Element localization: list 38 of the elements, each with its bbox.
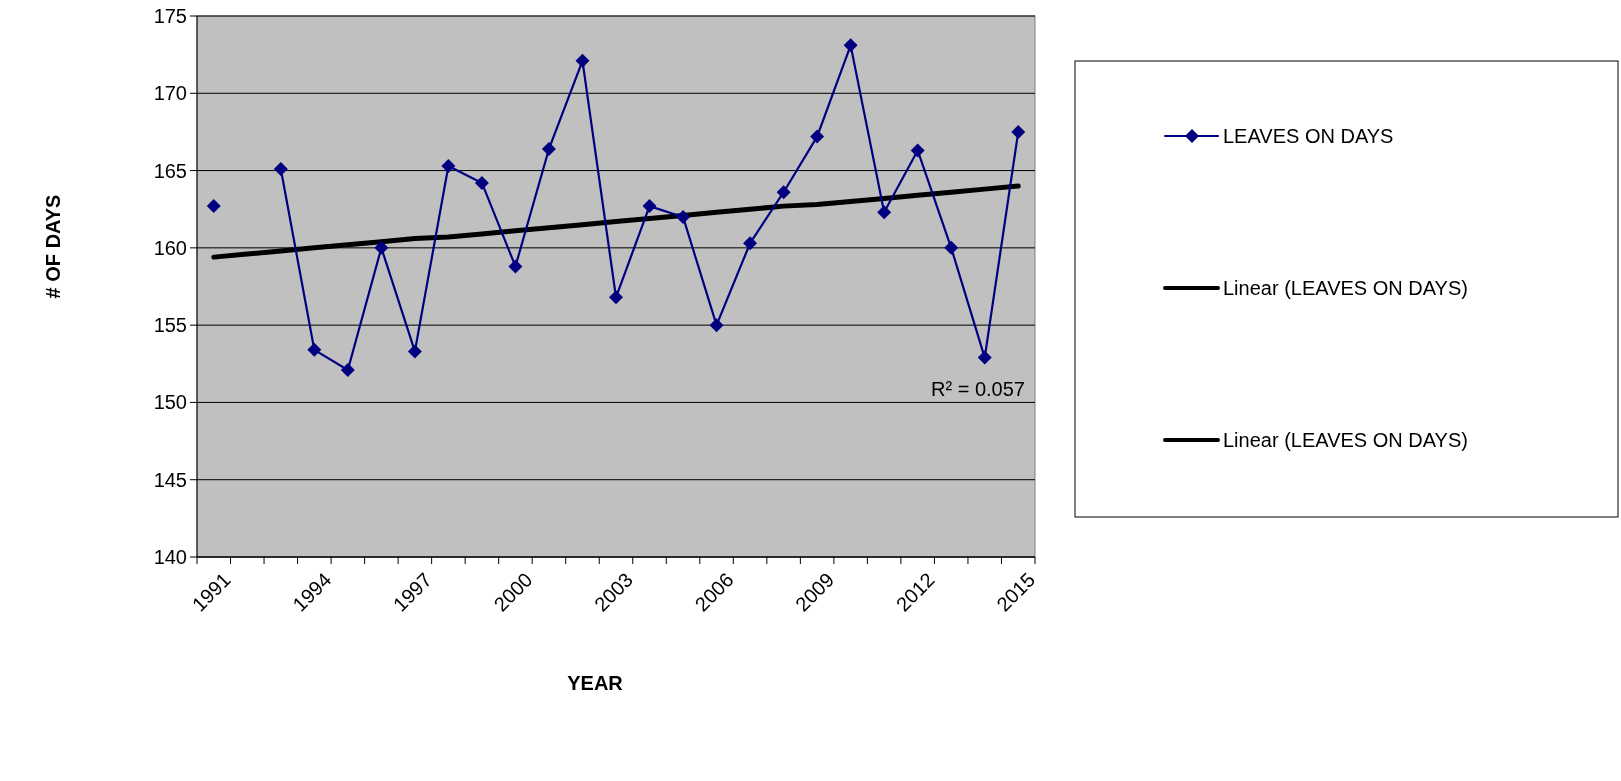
y-tick-label: 175 (153, 5, 187, 27)
y-tick-label: 140 (153, 546, 187, 568)
legend-label: LEAVES ON DAYS (1223, 125, 1394, 147)
point (307, 342, 322, 357)
point (843, 38, 858, 53)
point (1011, 124, 1026, 139)
point (944, 240, 959, 255)
y-tick-label: 150 (153, 391, 187, 414)
y-tick-label: 160 (153, 236, 187, 259)
y-tick-label: 170 (153, 82, 187, 105)
point (743, 236, 758, 251)
point (340, 362, 355, 377)
y-axis-title: # OF DAYS (42, 194, 64, 299)
legend-label: Linear (LEAVES ON DAYS) (1223, 277, 1468, 299)
y-tick-label: 145 (153, 468, 187, 491)
y-tick-label: 165 (153, 159, 187, 182)
point (977, 350, 992, 365)
point (642, 199, 657, 214)
legend-label: Linear (LEAVES ON DAYS) (1223, 429, 1468, 451)
point (676, 209, 691, 224)
point (273, 162, 288, 177)
annotation: R² = 0.057 (931, 378, 1025, 401)
point (407, 344, 422, 359)
point (206, 199, 221, 214)
point (575, 53, 590, 68)
x-axis-title: YEAR (567, 672, 624, 694)
point (877, 205, 892, 220)
point (374, 240, 389, 255)
point (810, 129, 825, 144)
point (474, 175, 489, 190)
point (609, 290, 623, 305)
point (508, 259, 523, 274)
y-tick-label: 155 (153, 314, 187, 337)
point (441, 158, 456, 173)
point (776, 185, 791, 200)
point (709, 318, 724, 333)
point (541, 141, 556, 156)
point (910, 143, 925, 158)
